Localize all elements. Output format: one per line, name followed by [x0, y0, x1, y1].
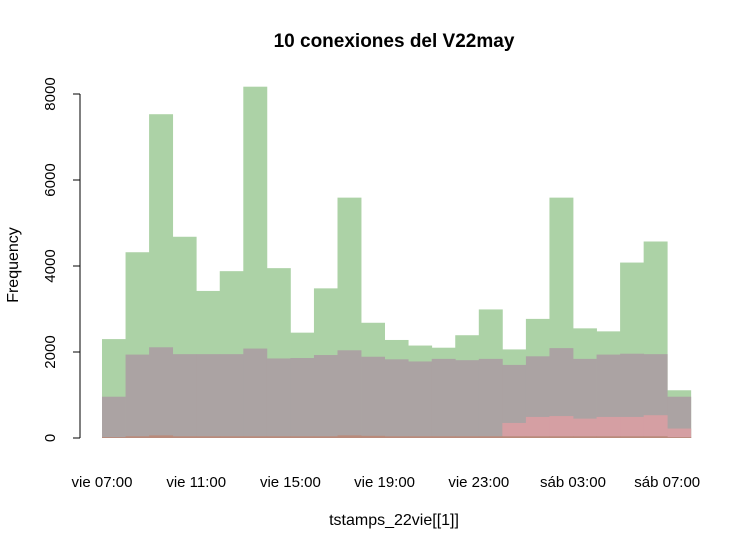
histogram-bar-series-2-bin-11 — [337, 350, 362, 438]
histogram-bar-series-4-bin-19 — [525, 436, 550, 438]
histogram-bar-series-2-bin-17 — [478, 358, 503, 438]
histogram-bar-series-4-bin-17 — [478, 436, 503, 438]
histogram-bar-series-3-bin-22 — [596, 416, 621, 438]
histogram-bar-series-4-bin-12 — [361, 435, 385, 438]
histogram-bar-series-4-bin-3 — [149, 435, 174, 438]
histogram-bar-series-4-bin-25 — [667, 437, 692, 438]
histogram-bar-series-4-bin-18 — [502, 436, 527, 438]
histogram-bar-series-4-bin-11 — [337, 435, 362, 438]
x-tick-label: vie 15:00 — [260, 474, 321, 491]
histogram-bar-series-4-bin-16 — [455, 436, 480, 438]
histogram-bar-series-4-bin-7 — [243, 436, 268, 438]
histogram-bar-series-4-bin-21 — [573, 436, 597, 438]
histogram-bar-series-4-bin-22 — [596, 436, 621, 438]
histogram-bar-series-2-bin-5 — [196, 354, 221, 438]
histogram-bar-series-4-bin-13 — [384, 436, 409, 438]
histogram-bar-series-2-bin-12 — [361, 356, 385, 438]
histogram-bar-series-2-bin-16 — [455, 360, 480, 438]
histogram-bar-series-4-bin-9 — [290, 436, 315, 438]
histogram-bar-series-2-bin-20 — [549, 348, 574, 438]
y-tick-label: 2000 — [42, 335, 59, 368]
histogram-bar-series-3-bin-21 — [573, 418, 597, 438]
histogram-bar-series-4-bin-20 — [549, 436, 574, 438]
chart-title: 10 conexiones del V22may — [274, 31, 515, 52]
histogram-bar-series-3-bin-25 — [667, 428, 692, 438]
histogram-bar-series-4-bin-2 — [125, 436, 150, 438]
histogram-bar-series-3-bin-20 — [549, 416, 574, 438]
x-axis: vie 07:00 vie 11:00 vie 15:00 vie 19:00 vie … — [72, 474, 701, 491]
histogram-bar-series-4-bin-6 — [219, 436, 244, 438]
histogram-bar-series-4-bin-5 — [196, 436, 221, 438]
x-tick-label: vie 11:00 — [166, 474, 226, 491]
histogram-bar-series-2-bin-3 — [149, 347, 174, 438]
y-axis-label: Frequency — [5, 227, 22, 303]
histogram-bar-series-3-bin-24 — [643, 415, 668, 438]
histogram-bar-series-3-bin-18 — [502, 422, 527, 438]
histogram-bar-series-4-bin-24 — [643, 436, 668, 438]
x-axis-label: tstamps_22vie[[1]] — [329, 512, 459, 529]
x-tick-label: vie 23:00 — [448, 474, 509, 491]
histogram-bar-series-2-bin-13 — [384, 359, 409, 438]
histogram-bar-series-4-bin-14 — [408, 436, 433, 438]
histogram-bar-series-2-bin-7 — [243, 348, 268, 438]
histogram-bar-series-2-bin-9 — [290, 358, 315, 438]
histogram-bar-series-4-bin-23 — [620, 436, 645, 438]
x-tick-label: vie 19:00 — [354, 474, 415, 491]
histogram-bar-series-4-bin-4 — [172, 436, 197, 438]
x-tick-label: vie 07:00 — [72, 474, 133, 491]
histogram-bar-series-3-bin-23 — [620, 416, 645, 438]
y-tick-label: 4000 — [42, 249, 59, 282]
y-tick-label: 0 — [42, 434, 59, 442]
histogram-bar-series-2-bin-10 — [313, 355, 338, 438]
histogram-bar-series-2-bin-18 — [502, 364, 527, 438]
x-tick-label: sáb 07:00 — [634, 474, 700, 491]
histogram-bar-series-2-bin-14 — [408, 361, 433, 438]
bars-layer — [102, 86, 692, 439]
y-axis: 0 2000 4000 6000 8000 — [42, 77, 81, 442]
histogram-bar-series-4-bin-10 — [313, 436, 338, 438]
histogram-bar-series-4-bin-1 — [102, 437, 126, 438]
histogram-bar-series-2-bin-8 — [266, 358, 291, 438]
histogram-bar-series-2-bin-4 — [172, 354, 197, 438]
histogram-bar-series-2-bin-15 — [431, 358, 456, 438]
histogram-bar-series-2-bin-25 — [667, 396, 692, 438]
x-tick-label: sáb 03:00 — [540, 474, 606, 491]
y-tick-label: 6000 — [42, 163, 59, 196]
histogram-bar-series-2-bin-6 — [219, 354, 244, 438]
histogram-bar-series-3-bin-19 — [525, 416, 550, 438]
histogram-bar-series-2-bin-2 — [125, 354, 150, 438]
y-tick-label: 8000 — [42, 77, 59, 110]
histogram-bar-series-2-bin-1 — [102, 396, 126, 438]
histogram-bar-series-2-bin-21 — [573, 358, 597, 438]
histogram-bar-series-4-bin-8 — [266, 436, 291, 438]
histogram-bar-series-4-bin-15 — [431, 436, 456, 438]
